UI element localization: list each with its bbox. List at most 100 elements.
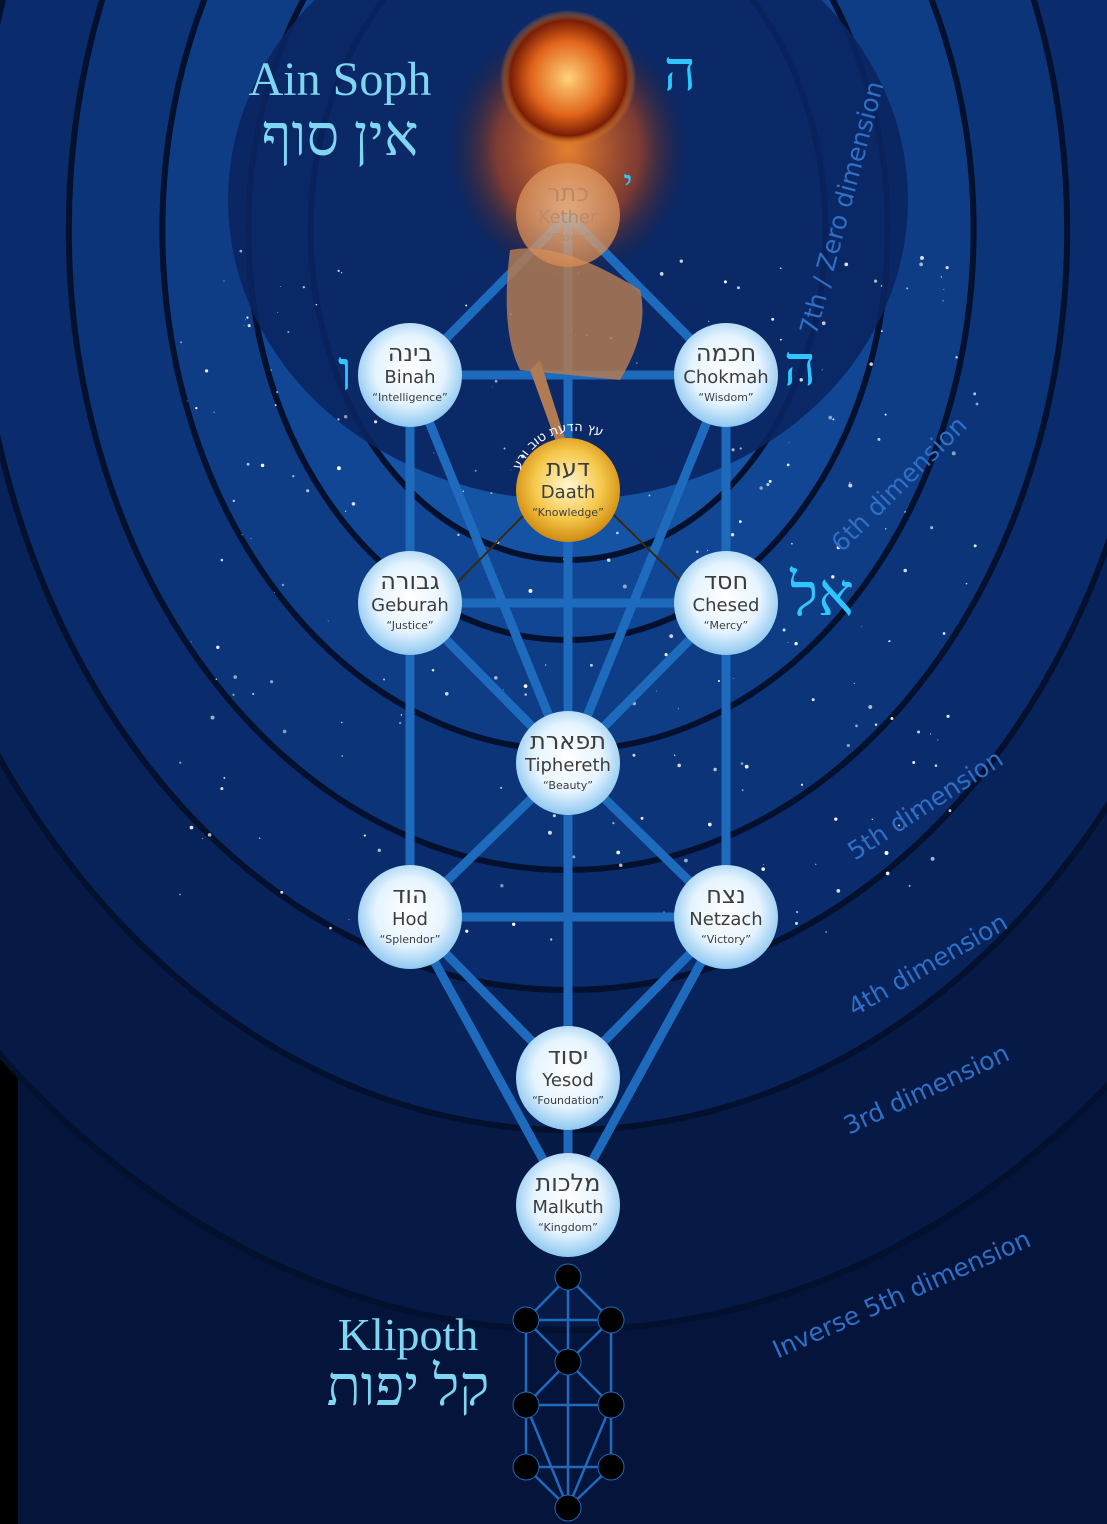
star	[834, 818, 837, 821]
star	[280, 891, 283, 894]
star	[465, 305, 467, 307]
star	[220, 559, 223, 562]
star	[378, 849, 381, 852]
star	[649, 494, 651, 496]
star	[708, 321, 709, 322]
star	[612, 822, 614, 824]
sephirah-name: Chesed	[693, 595, 760, 616]
star	[242, 534, 243, 535]
sephirah-name: Chokmah	[683, 367, 768, 388]
star	[780, 339, 782, 341]
hebrew-letter: ה	[784, 336, 816, 398]
star	[572, 855, 575, 858]
star	[251, 538, 252, 539]
star	[973, 392, 976, 395]
star	[524, 693, 526, 695]
star	[761, 867, 765, 871]
star	[465, 930, 468, 933]
star	[707, 550, 708, 551]
star	[495, 380, 498, 383]
star	[783, 628, 786, 631]
star	[306, 489, 309, 492]
star	[270, 369, 272, 371]
star	[787, 464, 790, 467]
star	[275, 404, 277, 406]
star	[504, 448, 506, 450]
klipoth-node	[555, 1349, 581, 1375]
star	[874, 279, 877, 282]
star	[337, 418, 339, 420]
star	[277, 312, 278, 313]
star	[337, 270, 339, 272]
star	[503, 689, 504, 690]
star	[364, 835, 366, 837]
star	[854, 683, 855, 684]
star	[872, 819, 873, 820]
klipoth-node	[555, 1495, 581, 1521]
ain-soph-title: Ain Soph	[249, 53, 432, 106]
star	[680, 259, 683, 262]
star	[920, 256, 924, 260]
sephirah-meaning: “Beauty”	[543, 779, 593, 792]
star	[457, 534, 459, 536]
star	[890, 717, 893, 720]
star	[881, 330, 883, 332]
klipoth-hebrew: קל יפות	[327, 1356, 490, 1418]
star	[383, 679, 385, 681]
star	[187, 401, 188, 402]
star	[855, 725, 858, 728]
star	[766, 483, 769, 486]
star	[616, 532, 619, 535]
star	[463, 491, 464, 492]
star	[976, 403, 979, 406]
star	[191, 642, 192, 643]
star	[341, 755, 343, 757]
star	[684, 859, 688, 863]
star	[261, 464, 265, 468]
star	[270, 680, 273, 683]
star	[636, 362, 637, 363]
star	[942, 300, 943, 301]
klipoth-node	[598, 1454, 624, 1480]
star	[674, 755, 675, 756]
star	[941, 276, 942, 277]
sephirah-name: Geburah	[371, 595, 449, 616]
hebrew-letter: ה	[664, 41, 696, 103]
star	[233, 500, 235, 502]
star	[906, 287, 908, 289]
star	[607, 558, 611, 562]
star	[202, 838, 203, 839]
star	[718, 680, 720, 682]
star	[432, 669, 435, 672]
star	[935, 764, 938, 767]
star	[919, 263, 923, 267]
star	[885, 851, 889, 855]
sephirah-name: Hod	[392, 909, 428, 930]
star	[948, 809, 951, 812]
star	[616, 851, 620, 855]
star	[737, 286, 740, 289]
sephirah-hebrew: תפארת	[530, 727, 606, 755]
star	[847, 744, 850, 747]
klipoth-node	[598, 1392, 624, 1418]
star	[433, 452, 434, 453]
star	[937, 739, 938, 740]
sephirah-name: Tiphereth	[524, 755, 611, 776]
star	[632, 754, 635, 757]
star	[524, 684, 528, 688]
star	[213, 412, 214, 413]
sephirah-hebrew: יסוד	[548, 1042, 589, 1070]
star	[828, 416, 832, 420]
star	[759, 486, 763, 490]
star	[399, 722, 401, 724]
star	[274, 592, 275, 593]
star	[796, 911, 798, 913]
star	[812, 698, 815, 701]
sephirah-name: Netzach	[689, 909, 762, 930]
star	[875, 724, 877, 726]
star	[678, 708, 679, 709]
klipoth-node	[598, 1307, 624, 1333]
star	[180, 341, 182, 343]
klipoth-node	[513, 1307, 539, 1333]
sephirah-name: Yesod	[541, 1070, 594, 1091]
